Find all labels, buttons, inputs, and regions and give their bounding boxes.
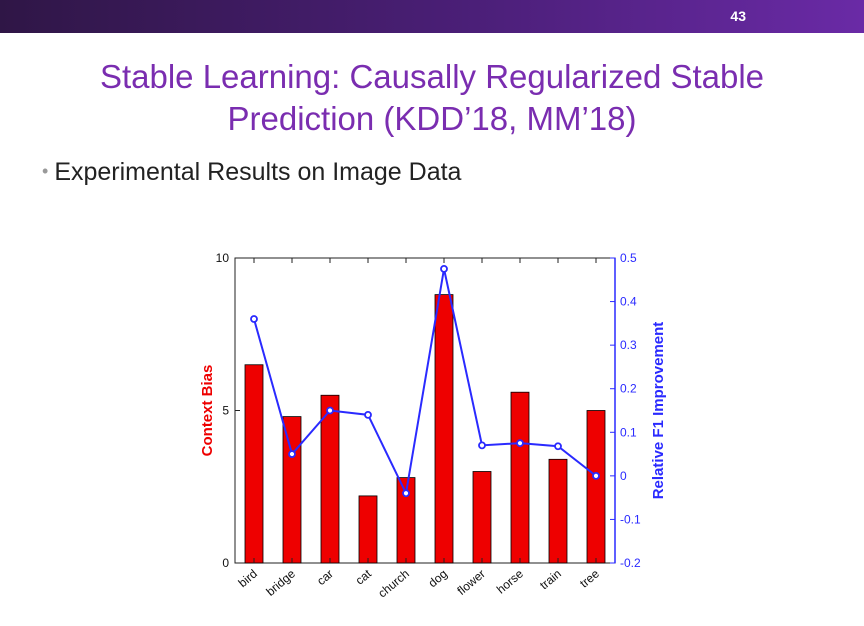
y-left-tick-label-0: 0: [222, 556, 229, 570]
y-right-tick-label-0.5: 0.5: [620, 251, 637, 265]
bullet-dot-icon: •: [42, 161, 49, 181]
f1-point-car: [326, 406, 334, 415]
f1-point-bird: [250, 315, 258, 323]
f1-point-tree: [592, 471, 600, 480]
slide-title-line-1: Stable Learning: Causally Regularized St…: [99, 58, 765, 95]
f1-point-bridge: [288, 450, 296, 458]
top-bar: 43: [0, 0, 864, 33]
bullet-item: • Experimental Results on Image Data: [42, 158, 461, 187]
y-right-tick-label-0: 0: [620, 469, 627, 483]
f1-point-church: [402, 489, 410, 498]
y-right-tick-label-0.3: 0.3: [620, 338, 637, 352]
x-tick-label-tree: tree: [577, 566, 602, 590]
y-right-axis-label: Relative F1 Improvement: [650, 322, 667, 500]
x-tick-label-flower: flower: [454, 567, 488, 598]
bar-bridge: [282, 416, 302, 564]
y-right-tick-label-0.4: 0.4: [620, 295, 637, 309]
x-tick-label-bird: bird: [236, 567, 260, 591]
x-tick-label-car: car: [314, 567, 336, 588]
f1-point-dog: [440, 264, 448, 273]
y-left-tick-label-10: 10: [216, 251, 230, 265]
bar-cat: [358, 495, 378, 564]
f1-point-train: [554, 442, 562, 451]
y-right-tick-label--0.1: -0.1: [620, 512, 641, 526]
slide-title: Stable Learning: Causally Regularized St…: [30, 56, 834, 140]
x-tick-label-bridge: bridge: [263, 566, 298, 598]
chart-svg: bird bridge car cat church dog flower horse trai…: [199, 251, 667, 601]
x-tick-label-train: train: [537, 567, 564, 593]
bar-car: [320, 394, 340, 564]
bar-bird: [244, 364, 264, 564]
f1-point-horse: [516, 439, 524, 448]
f1-point-flower: [478, 441, 486, 450]
y-left-tick-label-5: 5: [222, 404, 229, 418]
y-right-tick-label-0.2: 0.2: [620, 382, 637, 396]
slide-number: 43: [730, 8, 746, 24]
y-right-tick-label-0.1: 0.1: [620, 425, 637, 439]
chart: bird bridge car cat church dog flower horse trai…: [190, 238, 690, 623]
bar-train: [548, 458, 568, 564]
bullet-text: Experimental Results on Image Data: [54, 158, 462, 186]
x-tick-label-church: church: [375, 567, 412, 601]
bar-tree: [586, 410, 606, 564]
f1-improvement-line: [253, 268, 597, 497]
f1-point-cat: [364, 410, 372, 419]
x-tick-label-cat: cat: [353, 566, 375, 587]
x-tick-label-horse: horse: [494, 566, 526, 596]
x-tick-label-dog: dog: [426, 567, 450, 591]
y-right-tick-label--0.2: -0.2: [620, 556, 641, 570]
bar-flower: [472, 471, 492, 564]
bar-dog: [434, 294, 454, 564]
slide-title-line-2: Prediction (KDD’18, MM’18): [227, 100, 637, 137]
y-left-axis-label: Context Bias: [199, 365, 216, 457]
bar-horse: [510, 391, 530, 564]
